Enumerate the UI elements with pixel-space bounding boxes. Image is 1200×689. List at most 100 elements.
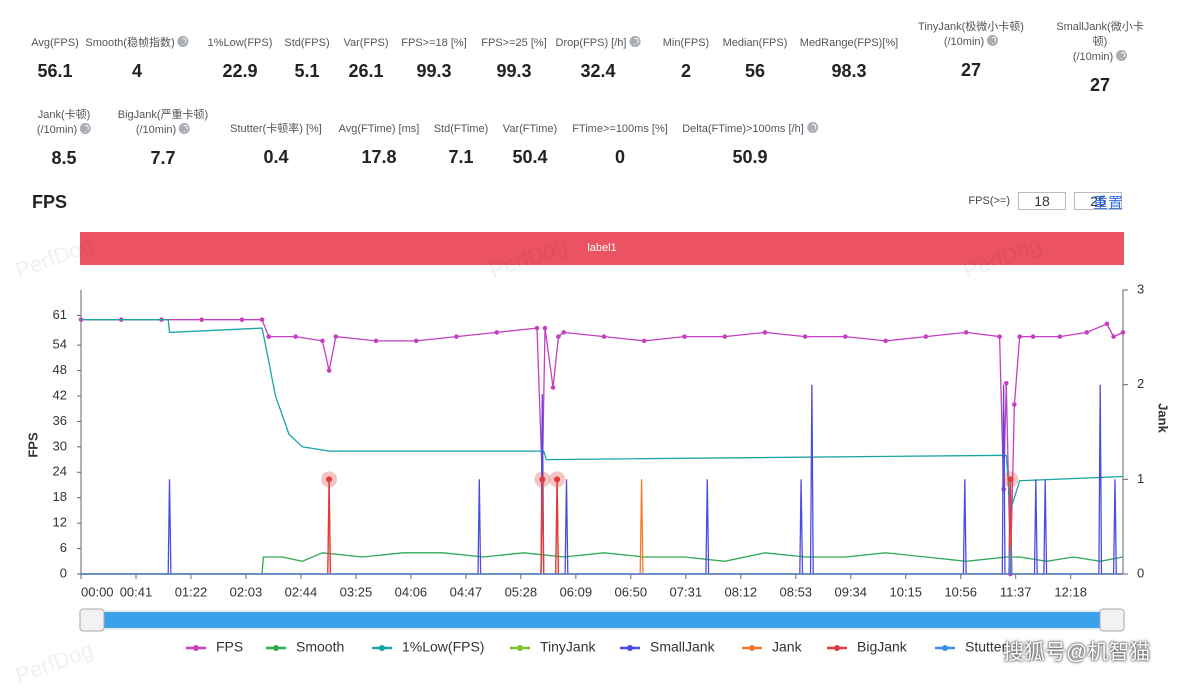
stat-label: FTime>=100ms [%] xyxy=(572,123,668,135)
slider-handle[interactable] xyxy=(1099,608,1125,632)
point xyxy=(1017,334,1023,339)
stat: Std(FPS) 5.1 xyxy=(284,36,329,82)
peak-point xyxy=(539,476,546,483)
legend-item[interactable]: Smooth xyxy=(266,639,344,655)
point xyxy=(266,334,272,339)
help-icon[interactable] xyxy=(80,123,92,134)
filter-input[interactable]: 25 xyxy=(1074,192,1122,210)
series-line xyxy=(81,479,1123,575)
stat-label: MedRange(FPS)[%] xyxy=(799,37,899,49)
slider-handle[interactable] xyxy=(79,608,105,632)
y-tick-label: 61 xyxy=(53,307,67,322)
stat: Var(FTime) 50.4 xyxy=(503,122,557,168)
legend-label: TinyJank xyxy=(540,639,597,655)
legend-item[interactable]: 1%Low(FPS) xyxy=(372,639,484,655)
point xyxy=(641,338,647,344)
legend-item[interactable]: FPS xyxy=(186,639,243,655)
stat: Avg(FTime) [ms] 17.8 xyxy=(339,122,420,168)
legend-item[interactable]: BigJank xyxy=(827,639,908,655)
legend-item[interactable]: Stutter xyxy=(935,639,1007,655)
peak-point xyxy=(326,476,333,483)
point xyxy=(1012,402,1017,407)
y-tick-label: 48 xyxy=(53,362,67,377)
stat-value: 99.3 xyxy=(496,61,532,81)
legend-label: SmallJank xyxy=(650,639,716,655)
legend-item[interactable]: TinyJank xyxy=(510,639,597,655)
label-bar: label1 xyxy=(80,232,1124,265)
y2-tick-label: 2 xyxy=(1137,376,1144,391)
x-tick-label: 01:22 xyxy=(175,584,208,599)
stat-value: 50.9 xyxy=(732,147,768,167)
legend-swatch-dot xyxy=(942,645,948,651)
help-icon[interactable] xyxy=(179,123,191,134)
point xyxy=(762,330,768,335)
legend-swatch-dot xyxy=(834,645,840,651)
point xyxy=(1030,334,1036,339)
stat-value: 22.9 xyxy=(222,61,258,81)
y-tick-label: 30 xyxy=(53,438,67,453)
point xyxy=(802,334,808,339)
legend-item[interactable]: Jank xyxy=(742,639,803,655)
stat-value: 7.7 xyxy=(150,148,176,168)
legend-label: Stutter xyxy=(965,639,1007,655)
stat: FTime>=100ms [%] 0 xyxy=(572,122,668,168)
point xyxy=(326,368,332,373)
point xyxy=(923,334,929,339)
filter-input[interactable]: 18 xyxy=(1018,192,1066,210)
y2-tick-label: 3 xyxy=(1137,281,1144,296)
y-tick-label: 54 xyxy=(53,337,67,352)
legend-swatch-dot xyxy=(379,645,385,651)
stat-value: 99.3 xyxy=(416,61,452,81)
x-tick-label: 08:53 xyxy=(780,584,813,599)
legend-label: BigJank xyxy=(857,639,908,655)
stat-label: BigJank(严重卡顿) (/10min) xyxy=(117,109,209,136)
x-tick-label: 06:09 xyxy=(560,584,593,599)
help-icon[interactable] xyxy=(1116,50,1128,61)
legend-label: 1%Low(FPS) xyxy=(402,639,484,655)
x-tick-label: 08:12 xyxy=(725,584,758,599)
stat: MedRange(FPS)[%] 98.3 xyxy=(800,36,898,82)
x-tick-label: 04:47 xyxy=(450,584,483,599)
stat: Median(FPS) 56 xyxy=(723,36,788,82)
legend-swatch-dot xyxy=(627,645,633,651)
stat-label: SmallJank(微小卡顿) (/10min) xyxy=(1056,21,1144,63)
stat: Var(FPS) 26.1 xyxy=(343,36,388,82)
stat-label: Avg(FTime) [ms] xyxy=(338,123,420,135)
help-icon[interactable] xyxy=(987,35,999,46)
legend-label: Jank xyxy=(772,639,803,655)
help-icon[interactable] xyxy=(177,36,189,47)
filter-label: FPS(>=) xyxy=(968,195,1010,207)
stat: FPS>=25 [%] 99.3 xyxy=(481,36,546,82)
x-tick-label: 05:28 xyxy=(505,584,538,599)
stat-value: 98.3 xyxy=(831,61,867,81)
point xyxy=(1004,380,1009,386)
series-line xyxy=(81,479,1123,575)
help-icon[interactable] xyxy=(629,36,641,47)
stat-value: 0 xyxy=(614,147,626,167)
reset-button[interactable]: 重置 xyxy=(1093,195,1124,212)
stat-label: Stutter(卡顿率) [%] xyxy=(230,123,322,135)
stat-value: 56.1 xyxy=(37,61,73,81)
legend-item[interactable]: SmallJank xyxy=(620,639,716,655)
y-tick-label: 18 xyxy=(53,489,67,504)
stat: Smooth(稳帧指数) 4 xyxy=(85,36,189,82)
x-tick-label: 11:37 xyxy=(1000,584,1032,599)
x-tick-label: 06:50 xyxy=(615,584,648,599)
stat: Stutter(卡顿率) [%] 0.4 xyxy=(230,122,322,168)
stat: 1%Low(FPS) 22.9 xyxy=(208,36,273,82)
help-icon[interactable] xyxy=(806,122,818,133)
stat-value: 50.4 xyxy=(512,147,548,167)
x-tick-label: 02:03 xyxy=(230,584,263,599)
stat-label: Smooth(稳帧指数) xyxy=(85,37,175,49)
point xyxy=(682,334,687,339)
peak-point xyxy=(1007,476,1014,483)
point xyxy=(561,330,567,335)
stat-value: 27 xyxy=(1089,75,1111,95)
slider-range[interactable] xyxy=(100,612,1104,628)
y-axis-title: FPS xyxy=(25,432,40,458)
stat-label: Var(FTime) xyxy=(502,123,558,135)
point xyxy=(601,334,607,339)
point xyxy=(997,334,1002,339)
